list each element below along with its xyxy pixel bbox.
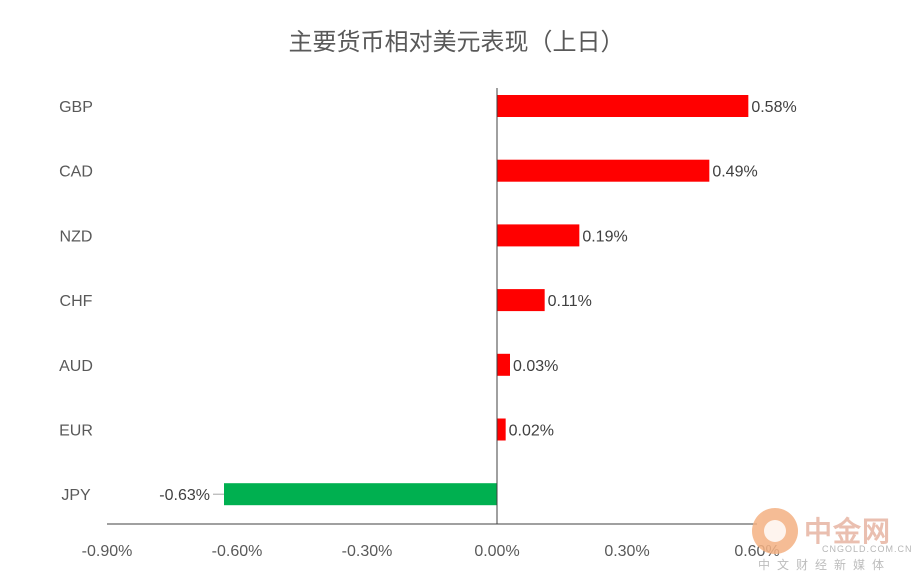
axes <box>107 88 757 525</box>
y-tick-label: EUR <box>59 423 93 440</box>
y-tick-label: NZD <box>60 228 93 245</box>
x-axis-tick-labels: -0.90% -0.60% -0.30% 0.00% 0.30% 0.60% <box>82 543 780 560</box>
data-label-chf: 0.11% <box>548 293 592 310</box>
bar-gbp <box>497 95 749 117</box>
y-tick-label: AUD <box>59 358 93 375</box>
bar-aud <box>497 353 510 376</box>
bar-chf <box>497 289 545 312</box>
watermark: 中金网 CNGOLD.COM.CN 中文财经新媒体 <box>752 508 912 578</box>
watermark-name: 中金网 <box>804 515 892 548</box>
bar-nzd <box>497 224 580 247</box>
y-tick-label: CAD <box>59 164 93 181</box>
data-label-jpy: -0.63% <box>159 487 210 504</box>
y-tick-label: CHF <box>60 293 93 310</box>
data-label-aud: 0.03% <box>513 358 558 375</box>
y-tick-label: JPY <box>61 487 91 504</box>
bar-cad <box>497 159 710 182</box>
x-tick-label: -0.90% <box>82 543 133 560</box>
bar-jpy <box>224 483 497 506</box>
data-label-nzd: 0.19% <box>582 228 627 245</box>
x-tick-label: -0.30% <box>342 543 393 560</box>
data-label-gbp: 0.58% <box>751 99 796 116</box>
data-label-cad: 0.49% <box>712 164 757 181</box>
watermark-logo-icon <box>752 508 798 554</box>
x-tick-label: 0.30% <box>604 543 649 560</box>
watermark-tagline: 中文财经新媒体 <box>758 558 892 572</box>
chart-title: 主要货币相对美元表现（上日） <box>288 28 625 56</box>
bar-eur <box>497 418 506 441</box>
data-label-eur: 0.02% <box>509 423 554 440</box>
watermark-domain: CNGOLD.COM.CN <box>822 544 913 554</box>
x-tick-label: 0.00% <box>474 543 519 560</box>
bars <box>224 95 749 506</box>
x-tick-label: -0.60% <box>212 543 263 560</box>
y-axis-labels: GBP CAD NZD CHF AUD EUR JPY <box>59 99 93 504</box>
y-tick-label: GBP <box>59 99 93 116</box>
value-labels: 0.58% 0.49% 0.19% 0.11% 0.03% 0.02% -0.63% <box>159 99 796 504</box>
